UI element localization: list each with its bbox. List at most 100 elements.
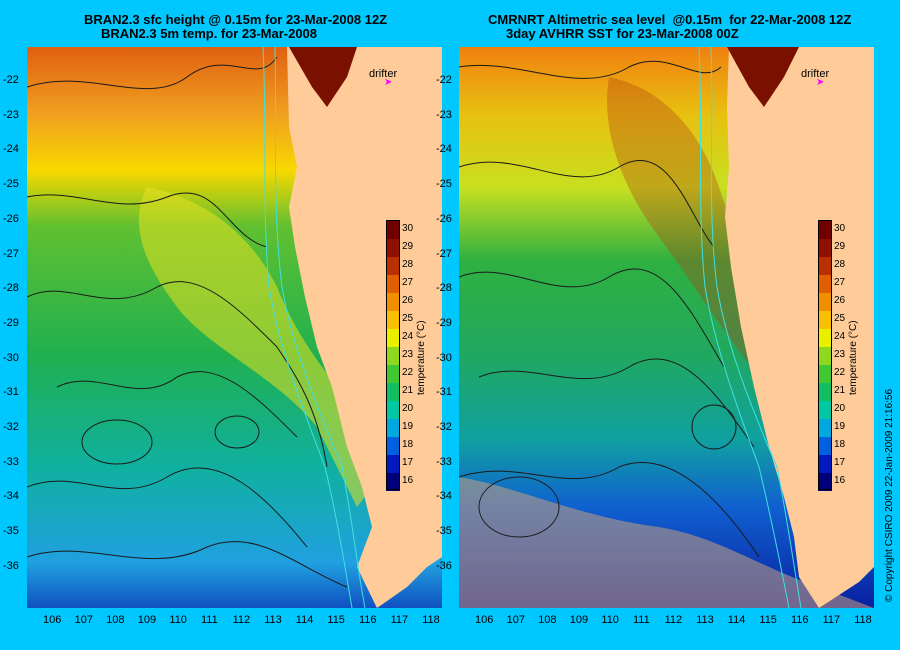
colorbar-tick-label: 21 — [402, 385, 414, 396]
colorbar-tick-label: 24 — [834, 331, 846, 342]
lon-tick-label: 112 — [232, 614, 251, 626]
colorbar-tick-label: 27 — [834, 277, 846, 288]
colorbar-tick-label: 28 — [834, 259, 846, 270]
colorbar-tick-label: 29 — [402, 241, 414, 252]
lon-tick-label: 118 — [854, 614, 872, 626]
lat-tick-label: -29 — [3, 316, 19, 329]
lat-tick-label: -22 — [3, 74, 19, 86]
lon-tick-label: 109 — [137, 614, 157, 626]
lon-tick-label: 113 — [264, 614, 282, 626]
lon-tick-label: 117 — [822, 614, 841, 626]
colorbar-swatch — [818, 346, 832, 365]
lon-tick-label: 113 — [696, 614, 714, 626]
colorbar-swatch — [386, 418, 400, 437]
copyright-credit: © Copyright CSIRO 2009 22-Jan-2009 21:16… — [884, 388, 895, 602]
colorbar-tick-label: 20 — [402, 403, 414, 414]
lat-tick-label: -35 — [436, 525, 452, 538]
colorbar-swatch — [818, 292, 832, 311]
colorbar-tick-label: 18 — [402, 439, 414, 450]
colorbar-swatch — [386, 310, 400, 329]
lon-tick-label: 111 — [201, 614, 218, 626]
colorbar-tick-label: 28 — [402, 259, 414, 270]
colorbar-swatch — [386, 382, 400, 401]
left-land — [287, 47, 442, 608]
lat-tick-label: -25 — [436, 178, 452, 191]
colorbar-tick-label: 21 — [834, 385, 846, 396]
colorbar-tick-label: 29 — [834, 241, 846, 252]
colorbar-swatch — [386, 220, 400, 239]
colorbar-frame — [818, 220, 832, 490]
lat-tick-label: -24 — [3, 143, 19, 156]
colorbar-swatch — [818, 418, 832, 437]
lat-tick-label: -35 — [3, 525, 19, 538]
colorbar-swatch — [818, 220, 832, 239]
lat-tick-label: -31 — [3, 386, 19, 399]
colorbar-swatch — [386, 364, 400, 383]
lat-tick-label: -31 — [436, 386, 452, 399]
colorbar-tick-label: 25 — [834, 313, 846, 324]
lon-tick-label: 116 — [359, 614, 377, 626]
colorbar-tick-label: 16 — [402, 475, 414, 486]
lon-tick-label: 108 — [538, 614, 557, 626]
colorbar-tick-label: 30 — [402, 223, 414, 234]
colorbar-swatch — [818, 472, 832, 491]
colorbar-swatch — [818, 364, 832, 383]
colorbar-swatch — [818, 274, 832, 293]
colorbar-swatch — [818, 256, 832, 275]
lat-tick-label: -24 — [436, 143, 452, 156]
lon-tick-label: 115 — [327, 614, 345, 626]
colorbar-tick-label: 19 — [834, 421, 846, 432]
lon-tick-label: 106 — [475, 614, 494, 626]
colorbar-tick-label: 26 — [402, 295, 414, 306]
lon-tick-label: 114 — [727, 614, 746, 626]
colorbar-tick-label: 22 — [834, 367, 846, 378]
lon-tick-label: 108 — [106, 614, 125, 626]
colorbar-swatch — [818, 400, 832, 419]
colorbar-tick-label: 18 — [834, 439, 846, 450]
lat-tick-label: -26 — [436, 212, 452, 225]
colorbar-tick-label: 24 — [402, 331, 414, 342]
colorbar-swatch — [386, 400, 400, 419]
colorbar-swatch — [386, 292, 400, 311]
right-title-line2: 3day AVHRR SST for 23-Mar-2008 00Z — [506, 26, 739, 41]
colorbar-tick-label: 17 — [402, 457, 414, 468]
colorbar-tick-label: 20 — [834, 403, 846, 414]
left-dark-coast — [289, 47, 357, 107]
colorbar-swatch — [386, 472, 400, 491]
lat-tick-label: -25 — [3, 178, 19, 191]
lat-tick-label: -23 — [436, 108, 452, 121]
lat-tick-label: -34 — [436, 490, 452, 503]
lon-tick-label: 111 — [633, 614, 650, 626]
colorbar-title: temperature (°C) — [416, 320, 427, 395]
left-warm-shelf — [138, 187, 387, 507]
colorbar-tick-label: 30 — [834, 223, 846, 234]
colorbar-swatch — [386, 256, 400, 275]
colorbar-swatch — [818, 382, 832, 401]
right-cloud-mask — [459, 477, 874, 608]
lat-tick-label: -32 — [3, 421, 19, 433]
lon-tick-label: 114 — [295, 614, 314, 626]
colorbar-tick-label: 19 — [402, 421, 414, 432]
lon-tick-label: 107 — [506, 614, 525, 626]
colorbar-title: temperature (°C) — [848, 320, 859, 395]
right-map-panel: ➤ — [459, 47, 874, 608]
colorbar-swatch — [818, 328, 832, 347]
lon-tick-label: 109 — [569, 614, 589, 626]
lon-tick-label: 110 — [601, 614, 619, 626]
lat-tick-label: -29 — [436, 316, 452, 329]
lon-tick-label: 106 — [43, 614, 62, 626]
colorbar-swatch — [386, 454, 400, 473]
lat-tick-label: -28 — [3, 282, 19, 295]
right-drifter-label: drifter — [801, 68, 830, 80]
left-map-panel: ➤ — [27, 47, 442, 608]
lat-tick-label: -30 — [436, 351, 452, 364]
colorbar-tick-label: 17 — [834, 457, 846, 468]
colorbar-tick-label: 23 — [402, 349, 414, 360]
left-drifter-label: drifter — [369, 68, 398, 80]
lat-tick-label: -26 — [3, 212, 19, 225]
lat-tick-label: -34 — [3, 490, 19, 503]
colorbar-swatch — [386, 436, 400, 455]
lat-tick-label: -27 — [436, 247, 452, 260]
right-title-line1: CMRNRT Altimetric sea level @0.15m for 2… — [488, 12, 852, 27]
colorbar-frame — [386, 220, 400, 490]
